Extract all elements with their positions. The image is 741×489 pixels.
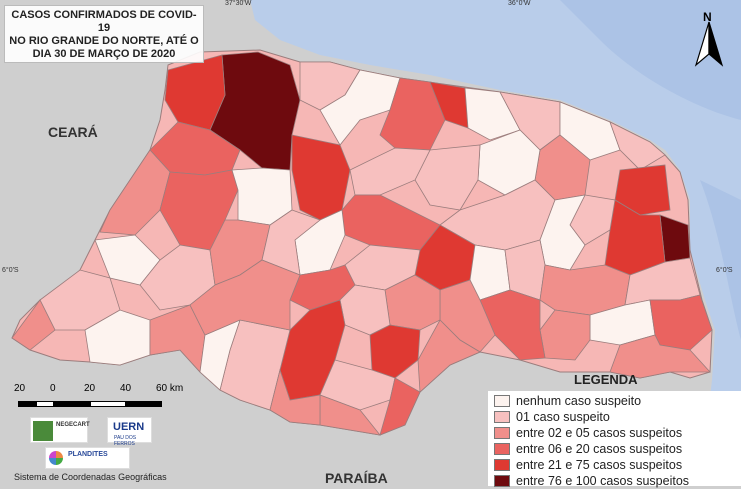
plandites-logo: PLANDITES xyxy=(45,447,130,469)
legend-label: entre 21 e 75 casos suspeitos xyxy=(516,458,683,472)
scale-bar: 20 0 20 40 60 km xyxy=(14,383,184,413)
scale-label-40: 40 xyxy=(120,383,132,394)
legend-label: entre 02 e 05 casos suspeitos xyxy=(516,426,683,440)
map-title-line-2: NO RIO GRANDE DO NORTE, ATÉ O xyxy=(9,35,199,47)
legend: nenhum caso suspeito 01 caso suspeito en… xyxy=(488,391,741,489)
legend-item-21-75: entre 21 e 75 casos suspeitos xyxy=(494,457,682,473)
legend-swatch xyxy=(494,459,510,471)
legend-swatch xyxy=(494,475,510,487)
legend-item-2-5: entre 02 e 05 casos suspeitos xyxy=(494,425,682,441)
scale-label-20-left: 20 xyxy=(14,383,26,394)
longitude-label-2: 36°0'W xyxy=(508,0,531,7)
north-arrow-icon xyxy=(694,21,724,67)
legend-swatch xyxy=(494,411,510,423)
state-label-paraiba: PARAÍBA xyxy=(325,470,388,486)
legend-item-76-100: entre 76 e 100 casos suspeitos xyxy=(494,473,689,489)
north-label: N xyxy=(703,10,712,24)
legend-item-one: 01 caso suspeito xyxy=(494,409,610,425)
map-title-line-1: CASOS CONFIRMADOS DE COVID-19 xyxy=(11,9,197,34)
legend-label: 01 caso suspeito xyxy=(516,410,610,424)
legend-swatch xyxy=(494,427,510,439)
scale-label-0: 0 xyxy=(50,383,56,394)
map-title-line-3: DIA 30 DE MARÇO DE 2020 xyxy=(32,48,176,60)
scale-label-60km: 60 km xyxy=(156,383,184,394)
legend-swatch xyxy=(494,395,510,407)
legend-label: entre 06 e 20 casos suspeitos xyxy=(516,442,683,456)
legend-title: LEGENDA xyxy=(574,372,638,387)
map-title-box: CASOS CONFIRMADOS DE COVID-19 NO RIO GRA… xyxy=(4,5,204,63)
negecart-logo: NEGECART xyxy=(30,417,90,443)
scale-label-20: 20 xyxy=(84,383,96,394)
state-label-ceara: CEARÁ xyxy=(48,124,98,140)
coordinate-system-note: Sistema de Coordenadas Geográficas xyxy=(14,472,167,482)
legend-swatch xyxy=(494,443,510,455)
legend-label: nenhum caso suspeito xyxy=(516,394,642,408)
legend-label: entre 76 e 100 casos suspeitos xyxy=(516,474,690,488)
uern-logo: UERN PAU DOS FERROS xyxy=(107,417,152,447)
ocean xyxy=(250,0,741,486)
latitude-label-right: 6°0'S xyxy=(716,267,733,274)
longitude-label-1: 37°30'W xyxy=(225,0,252,7)
legend-item-none: nenhum caso suspeito xyxy=(494,393,641,409)
legend-item-6-20: entre 06 e 20 casos suspeitos xyxy=(494,441,682,457)
latitude-label-left: 6°0'S xyxy=(2,267,19,274)
